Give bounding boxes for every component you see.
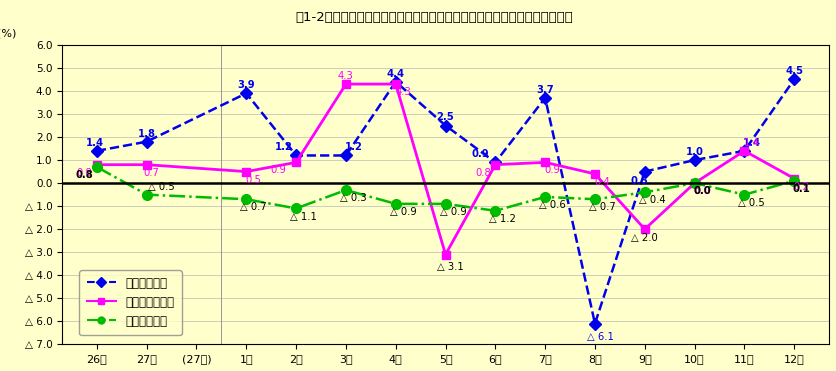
現金給与総額 [441, 123, 451, 128]
Text: △ 0.9: △ 0.9 [390, 207, 416, 217]
常用労働者数 [640, 190, 650, 194]
総実労働時間数 [441, 252, 451, 257]
現金給与総額 [92, 149, 102, 153]
現金給与総額 [640, 170, 650, 174]
Text: 3.9: 3.9 [237, 80, 255, 90]
現金給与総額 [390, 79, 400, 84]
Text: △ 0.4: △ 0.4 [639, 196, 665, 206]
Text: 1.4: 1.4 [743, 138, 761, 148]
常用労働者数 [789, 178, 799, 183]
Text: 0.8: 0.8 [77, 168, 92, 178]
Legend: 現金給与総額, 総実労働時間数, 常用労働者数: 現金給与総額, 総実労働時間数, 常用労働者数 [79, 270, 181, 335]
Text: △ 0.9: △ 0.9 [440, 207, 466, 217]
現金給与総額 [141, 139, 151, 144]
総実労働時間数 [690, 181, 700, 186]
現金給与総額 [789, 77, 799, 82]
総実労働時間数 [491, 162, 501, 167]
Text: 0.2: 0.2 [793, 181, 809, 191]
Text: 0.0: 0.0 [693, 186, 711, 196]
Line: 総実労働時間数: 総実労働時間数 [93, 80, 798, 259]
Text: 0.4: 0.4 [594, 177, 610, 187]
現金給与総額 [590, 321, 600, 326]
Text: 0.1: 0.1 [793, 184, 811, 194]
Text: △ 0.7: △ 0.7 [241, 202, 268, 212]
常用労働者数 [242, 197, 252, 201]
Text: (%): (%) [0, 29, 16, 39]
Text: 3.7: 3.7 [537, 85, 554, 95]
Text: △ 0.5: △ 0.5 [738, 198, 765, 208]
総実労働時間数 [640, 227, 650, 232]
現金給与総額 [739, 149, 749, 153]
Text: 2.5: 2.5 [436, 112, 455, 122]
Text: 0.5: 0.5 [246, 175, 262, 185]
Text: 4.3: 4.3 [395, 87, 411, 97]
Text: △ 6.1: △ 6.1 [587, 332, 614, 342]
Text: △ 0.6: △ 0.6 [539, 200, 566, 210]
常用労働者数 [491, 209, 501, 213]
常用労働者数 [291, 206, 301, 211]
Line: 常用労働者数: 常用労働者数 [92, 162, 799, 216]
Text: 1.4: 1.4 [744, 138, 760, 148]
総実労働時間数 [341, 82, 351, 86]
現金給与総額 [291, 153, 301, 158]
常用労働者数 [590, 197, 600, 201]
Text: 0.0: 0.0 [693, 186, 711, 196]
総実労働時間数 [540, 160, 550, 165]
現金給与総額 [491, 160, 501, 165]
総実労働時間数 [390, 82, 400, 86]
Text: 0.7: 0.7 [144, 168, 160, 178]
Text: △ 0.3: △ 0.3 [340, 193, 367, 203]
Text: 4.5: 4.5 [785, 66, 803, 76]
総実労働時間数 [739, 149, 749, 153]
現金給与総額 [341, 153, 351, 158]
Line: 現金給与総額: 現金給与総額 [93, 75, 798, 328]
総実労働時間数 [92, 162, 102, 167]
総実労働時間数 [291, 160, 301, 165]
Text: 1.2: 1.2 [275, 142, 293, 152]
総実労働時間数 [141, 162, 151, 167]
総実労働時間数 [242, 170, 252, 174]
Text: 図1-2　賃金、労働時間および雇用状況の推移（対前年同月比）－製造業－: 図1-2 賃金、労働時間および雇用状況の推移（対前年同月比）－製造業－ [296, 11, 573, 24]
総実労働時間数 [789, 176, 799, 181]
Text: △ 1.2: △ 1.2 [489, 214, 517, 224]
Text: 4.4: 4.4 [387, 69, 405, 79]
Text: 0.9: 0.9 [271, 165, 287, 175]
Text: △ 3.1: △ 3.1 [437, 262, 464, 272]
常用労働者数 [690, 181, 700, 186]
常用労働者数 [739, 193, 749, 197]
現金給与総額 [690, 158, 700, 162]
Text: △ 0.5: △ 0.5 [148, 181, 175, 191]
Text: 4.3: 4.3 [338, 71, 354, 81]
Text: 0.8: 0.8 [475, 168, 491, 178]
常用労働者数 [92, 165, 102, 169]
Text: △ 1.1: △ 1.1 [290, 211, 317, 221]
Text: 1.2: 1.2 [344, 142, 362, 152]
Text: 0.9: 0.9 [545, 165, 561, 175]
常用労働者数 [341, 188, 351, 192]
常用労働者数 [441, 201, 451, 206]
Text: 0.5: 0.5 [631, 176, 649, 186]
総実労働時間数 [590, 172, 600, 176]
Text: 1.4: 1.4 [85, 138, 104, 148]
Text: △ 2.0: △ 2.0 [631, 233, 658, 243]
常用労働者数 [141, 193, 151, 197]
現金給与総額 [540, 96, 550, 100]
常用労働者数 [540, 195, 550, 199]
常用労働者数 [390, 201, 400, 206]
Text: 1.0: 1.0 [686, 147, 704, 157]
現金給与総額 [242, 91, 252, 95]
Text: 1.8: 1.8 [138, 129, 155, 139]
Text: 0.8: 0.8 [75, 170, 94, 180]
Text: 0.9: 0.9 [472, 149, 489, 159]
Text: △ 0.7: △ 0.7 [589, 202, 616, 212]
